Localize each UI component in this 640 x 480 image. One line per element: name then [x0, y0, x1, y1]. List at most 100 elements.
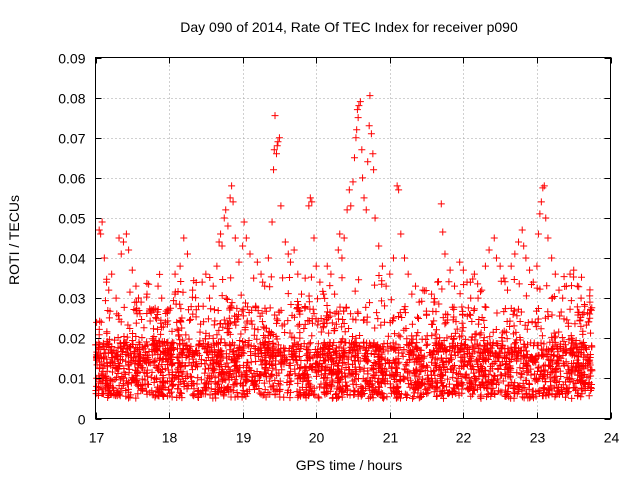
- data-point: [447, 351, 455, 359]
- data-point: [233, 388, 241, 396]
- data-point: [157, 330, 165, 338]
- data-point: [302, 367, 310, 375]
- data-point: [353, 106, 361, 114]
- data-point: [559, 294, 567, 302]
- data-point: [389, 254, 397, 262]
- data-point: [233, 304, 241, 312]
- data-point: [467, 358, 475, 366]
- data-point: [517, 346, 525, 354]
- data-point: [494, 365, 502, 373]
- data-point: [551, 375, 559, 383]
- data-point: [411, 342, 419, 350]
- data-point: [143, 309, 151, 317]
- data-point: [584, 383, 592, 391]
- data-point: [138, 316, 146, 324]
- data-point: [419, 362, 427, 370]
- data-point: [368, 381, 376, 389]
- data-point: [110, 385, 118, 393]
- data-point: [410, 393, 418, 401]
- data-point: [205, 341, 213, 349]
- data-point: [103, 379, 111, 387]
- data-point: [188, 293, 196, 301]
- data-point: [307, 383, 315, 391]
- data-point: [392, 394, 400, 402]
- data-point: [371, 281, 379, 289]
- data-point: [408, 381, 416, 389]
- data-point: [334, 362, 342, 370]
- data-point: [176, 300, 184, 308]
- data-point: [198, 278, 206, 286]
- data-point: [336, 303, 344, 311]
- data-point: [266, 283, 274, 291]
- data-point: [105, 387, 113, 395]
- data-point: [480, 337, 488, 345]
- data-point: [516, 364, 524, 372]
- data-point: [378, 262, 386, 270]
- data-point: [576, 376, 584, 384]
- data-point: [185, 352, 193, 360]
- data-point: [322, 364, 330, 372]
- data-point: [405, 356, 413, 364]
- data-point: [453, 369, 461, 377]
- data-point: [447, 332, 455, 340]
- data-point: [490, 234, 498, 242]
- data-point: [491, 372, 499, 380]
- data-point: [349, 361, 357, 369]
- data-point: [355, 102, 363, 110]
- data-point: [534, 377, 542, 385]
- data-point: [562, 358, 570, 366]
- data-point: [143, 279, 151, 287]
- data-point: [252, 302, 260, 310]
- data-point: [457, 345, 465, 353]
- data-point: [537, 339, 545, 347]
- data-point: [197, 359, 205, 367]
- data-point: [588, 367, 596, 375]
- data-point: [366, 377, 374, 385]
- data-point: [335, 383, 343, 391]
- data-point: [477, 394, 485, 402]
- y-tick-label: 0.09: [58, 51, 85, 67]
- data-point: [338, 274, 346, 282]
- data-point: [259, 278, 267, 286]
- data-point: [178, 314, 186, 322]
- data-point: [295, 372, 303, 380]
- data-point: [331, 290, 339, 298]
- data-point: [505, 365, 513, 373]
- data-point: [485, 377, 493, 385]
- data-point: [194, 349, 202, 357]
- data-point: [214, 351, 222, 359]
- data-point: [446, 266, 454, 274]
- x-tick-labels: 17 18 19 20 21 22 23 24: [89, 430, 620, 446]
- data-point: [546, 357, 554, 365]
- data-point: [125, 246, 133, 254]
- data-point: [164, 339, 172, 347]
- data-point: [234, 311, 242, 319]
- data-point: [223, 369, 231, 377]
- data-point: [122, 357, 130, 365]
- data-point: [176, 336, 184, 344]
- data-point: [392, 371, 400, 379]
- data-point: [572, 336, 580, 344]
- data-point: [105, 286, 113, 294]
- data-point: [103, 328, 111, 336]
- data-point: [374, 357, 382, 365]
- data-point: [272, 150, 280, 158]
- data-point: [544, 390, 552, 398]
- data-point: [400, 305, 408, 313]
- data-point: [504, 348, 512, 356]
- data-point: [256, 371, 264, 379]
- data-point: [440, 386, 448, 394]
- data-point: [415, 298, 423, 306]
- data-point: [308, 315, 316, 323]
- data-point: [428, 375, 436, 383]
- data-point: [501, 305, 509, 313]
- data-point: [242, 392, 250, 400]
- data-point: [364, 158, 372, 166]
- data-point: [233, 362, 241, 370]
- data-point: [510, 330, 518, 338]
- data-point: [569, 349, 577, 357]
- data-point: [260, 368, 268, 376]
- data-point: [434, 278, 442, 286]
- data-point: [518, 387, 526, 395]
